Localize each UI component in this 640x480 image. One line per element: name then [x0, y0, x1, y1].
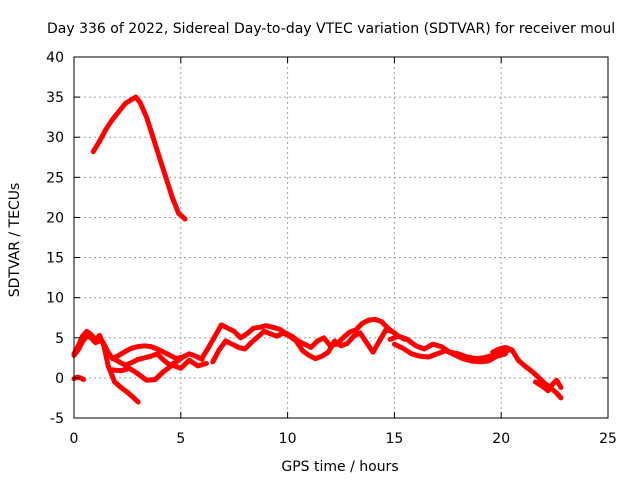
- series-line-track-10: [532, 377, 564, 394]
- y-tick-label: 15: [46, 251, 64, 267]
- x-tick-label: 15: [385, 431, 403, 447]
- x-tick-label: 5: [176, 431, 185, 447]
- x-tick-label: 0: [70, 431, 79, 447]
- tick-layer: 0 5 10 15 20 25 -5 0 5 10 15 20 25 30 35 40: [46, 50, 617, 447]
- x-tick-label: 25: [599, 431, 617, 447]
- y-tick-label: 10: [46, 291, 64, 307]
- chart-title: Day 336 of 2022, Sidereal Day-to-day VTE…: [47, 21, 615, 37]
- series-line-track-8: [391, 341, 508, 365]
- y-tick-label: -5: [50, 411, 64, 427]
- series-line-track-high: [90, 94, 188, 222]
- series-line-track-6: [210, 327, 408, 365]
- y-tick-label: 5: [55, 331, 64, 347]
- series-line-track-3: [109, 357, 209, 383]
- y-axis-title: SDTVAR / TECUs: [7, 183, 23, 298]
- x-tick-label: 10: [279, 431, 297, 447]
- series-layer: [71, 94, 564, 405]
- y-tick-label: 25: [46, 170, 64, 186]
- x-tick-label: 20: [492, 431, 510, 447]
- x-axis-title: GPS time / hours: [281, 459, 398, 475]
- plot-frame: [73, 56, 609, 419]
- series-line-track-4: [109, 351, 186, 368]
- y-tick-label: 20: [46, 210, 64, 226]
- y-tick-label: 35: [46, 90, 64, 106]
- grid-layer: [74, 57, 608, 418]
- y-tick-label: 30: [46, 130, 64, 146]
- y-tick-label: 40: [46, 50, 64, 66]
- y-tick-label: 0: [55, 371, 64, 387]
